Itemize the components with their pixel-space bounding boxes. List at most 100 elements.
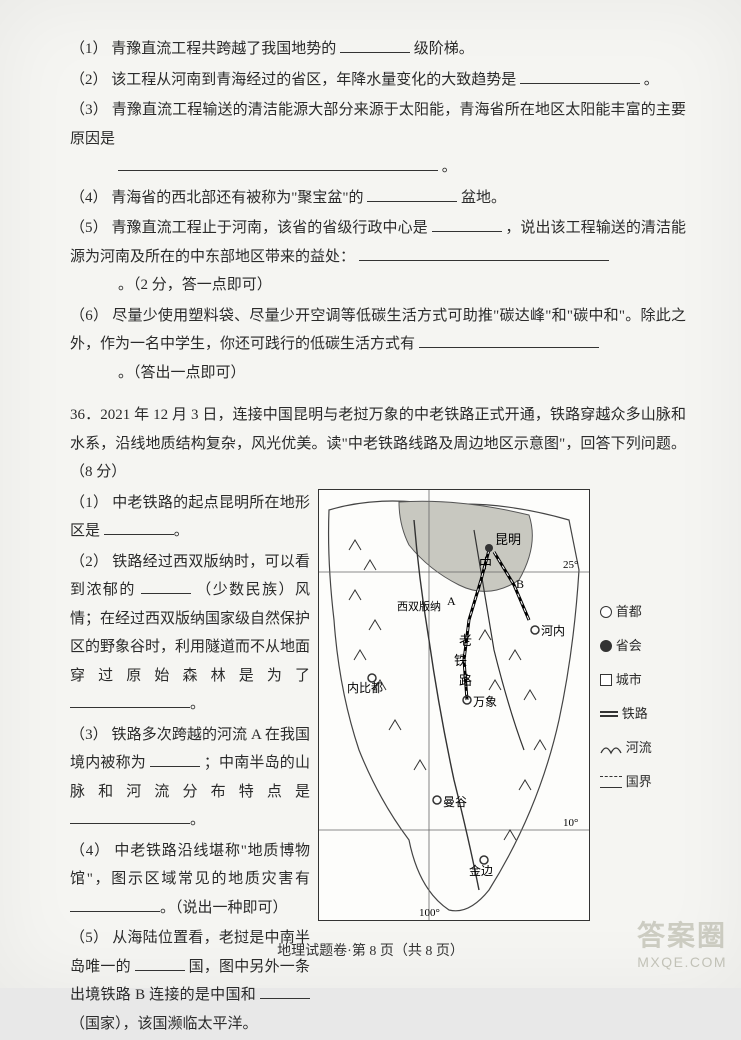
watermark: 答案圈 MXQE.COM xyxy=(637,914,727,970)
q35-2: （2） 该工程从河南到青海经过的省区，年降水量变化的大致趋势是 。 xyxy=(70,66,686,95)
blank xyxy=(70,896,160,912)
text: 。 xyxy=(190,696,205,712)
text: 2021 年 12 月 3 日，连接中国昆明与老挝万象的中老铁路正式开通，铁路穿… xyxy=(70,407,686,480)
text: 。 xyxy=(174,523,189,539)
text: 。 xyxy=(442,159,457,175)
hanoi-label: 河内 xyxy=(541,624,565,638)
q36-3: （3） 铁路多次跨越的河流 A 在我国境内被称为 ；中南半岛的山脉和河流分布特点… xyxy=(70,721,310,835)
map-figure: 25° 10° 100° xyxy=(318,489,590,921)
num: （6） xyxy=(70,308,108,324)
neibidu-label: 内比都 xyxy=(347,681,383,695)
text: 盆地。 xyxy=(461,190,506,206)
num: 36． xyxy=(70,407,100,423)
legend-river: 河流 xyxy=(600,735,652,761)
text: 青豫直流工程输送的清洁能源大部分来源于太阳能，青海省所在地区太阳能丰富的主要原因… xyxy=(70,102,686,147)
legend-city: 城市 xyxy=(600,667,652,693)
text: 该工程从河南到青海经过的省区，年降水量变化的大致趋势是 xyxy=(111,72,516,88)
lat10-label: 10° xyxy=(563,817,578,829)
num: （2） xyxy=(70,554,108,570)
legend-label: 城市 xyxy=(616,667,642,693)
xsbn-label: 西双版纳 xyxy=(397,599,441,613)
q35-4: （4） 青海省的西北部还有被称为"聚宝盆"的 盆地。 xyxy=(70,184,686,213)
legend-label: 河流 xyxy=(626,735,652,761)
legend-rail: 铁路 xyxy=(600,701,652,727)
num: （4） xyxy=(70,843,110,859)
blank xyxy=(432,216,502,232)
B-label: B xyxy=(516,577,524,591)
legend-provcap: 省会 xyxy=(600,633,652,659)
footer-text: 地理试题卷·第 8 页（共 8 页） xyxy=(277,944,464,959)
q36-4: （4） 中老铁路沿线堪称"地质博物馆"，图示区域常见的地质灾害有 。（说出一种即… xyxy=(70,837,310,923)
jinbian-label: 金边 xyxy=(469,863,493,878)
city-icon xyxy=(600,674,612,686)
page: （1） 青豫直流工程共跨越了我国地势的 级阶梯。 （2） 该工程从河南到青海经过… xyxy=(0,0,741,988)
q35-3: （3） 青豫直流工程输送的清洁能源大部分来源于太阳能，青海省所在地区太阳能丰富的… xyxy=(70,96,686,182)
q35-1: （1） 青豫直流工程共跨越了我国地势的 级阶梯。 xyxy=(70,35,686,64)
mangu-label: 曼谷 xyxy=(443,795,467,809)
page-footer: 地理试题卷·第 8 页（共 8 页） xyxy=(0,940,741,960)
legend-label: 铁路 xyxy=(622,701,648,727)
legend-border: 国界 xyxy=(600,769,652,795)
num: （5） xyxy=(70,220,108,236)
num: （3） xyxy=(70,102,108,118)
river-icon xyxy=(600,741,622,755)
num: （3） xyxy=(70,727,108,743)
q35-5: （5） 青豫直流工程止于河南，该省的省级行政中心是 ，说出该工程输送的清洁能源为… xyxy=(70,214,686,300)
lu-label: 路 xyxy=(459,673,472,688)
lon100-label: 100° xyxy=(419,907,440,919)
wanxiang-label: 万象 xyxy=(473,695,497,709)
blank xyxy=(359,245,609,261)
blank xyxy=(150,751,200,767)
num: （4） xyxy=(70,190,108,206)
text: 青豫直流工程共跨越了我国地势的 xyxy=(111,41,336,57)
blank xyxy=(340,37,410,53)
map-col: 25° 10° 100° xyxy=(310,489,686,921)
text: （国家），该国濒临太平洋。 xyxy=(70,1016,258,1032)
tie-label: 铁 xyxy=(454,653,467,668)
blank xyxy=(367,186,457,202)
A-label: A xyxy=(447,594,456,608)
num: （1） xyxy=(70,495,108,511)
blank xyxy=(260,983,310,999)
indent: 。 xyxy=(70,159,457,175)
kunming-label: 昆明 xyxy=(495,532,521,547)
map-svg: 25° 10° 100° xyxy=(319,490,589,920)
blank xyxy=(141,578,191,594)
num: （2） xyxy=(70,72,108,88)
content: （1） 青豫直流工程共跨越了我国地势的 级阶梯。 （2） 该工程从河南到青海经过… xyxy=(70,35,686,1040)
provcap-icon xyxy=(600,640,612,652)
legend: 首都 省会 城市 铁路 xyxy=(600,489,652,803)
text: 。（答出一点即可） xyxy=(118,365,246,381)
q36-1: （1） 中老铁路的起点昆明所在地形区是 。 xyxy=(70,489,310,546)
blank xyxy=(70,808,190,824)
border-icon xyxy=(600,776,622,788)
text: 。 xyxy=(190,812,205,828)
lat25-label: 25° xyxy=(563,559,578,571)
blank xyxy=(520,68,640,84)
text: 。（说出一种即可） xyxy=(160,900,288,916)
text: 青海省的西北部还有被称为"聚宝盆"的 xyxy=(111,190,363,206)
text: 级阶梯。 xyxy=(414,41,474,57)
indent: 。（2 分，答一点即可） xyxy=(70,277,272,293)
capital-icon xyxy=(600,606,612,618)
watermark-line2: MXQE.COM xyxy=(637,954,727,970)
q36-head: 36．2021 年 12 月 3 日，连接中国昆明与老挝万象的中老铁路正式开通，… xyxy=(70,401,686,487)
q36-2: （2） 铁路经过西双版纳时，可以看到浓郁的 （少数民族）风情；在经过西双版纳国家… xyxy=(70,548,310,719)
q35-6: （6） 尽量少使用塑料袋、尽量少开空调等低碳生活方式可助推"碳达峰"和"碳中和"… xyxy=(70,302,686,388)
blank xyxy=(104,519,174,535)
blank xyxy=(419,332,599,348)
legend-label: 国界 xyxy=(626,769,652,795)
blank xyxy=(118,155,438,171)
text: 。（2 分，答一点即可） xyxy=(118,277,272,293)
rail-icon xyxy=(600,711,618,717)
text: 。 xyxy=(644,72,659,88)
lao-label: 老 xyxy=(459,633,472,648)
num: （1） xyxy=(70,41,108,57)
blank xyxy=(70,692,190,708)
china-label: 中 xyxy=(479,556,492,571)
legend-capital: 首都 xyxy=(600,599,652,625)
legend-label: 省会 xyxy=(616,633,642,659)
legend-label: 首都 xyxy=(616,599,642,625)
watermark-line1: 答案圈 xyxy=(637,914,727,954)
indent: 。（答出一点即可） xyxy=(70,365,246,381)
